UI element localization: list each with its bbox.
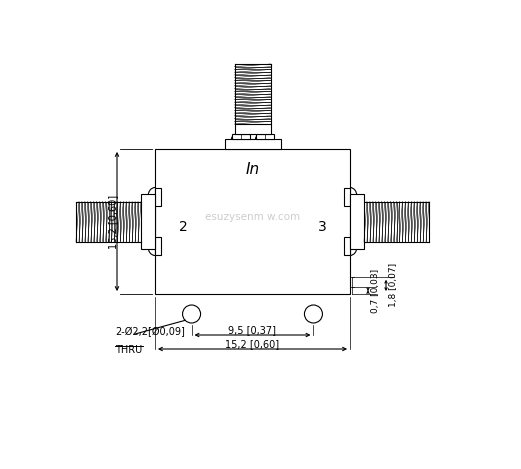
Text: 2: 2 [179, 219, 188, 234]
Bar [231, 134, 250, 139]
Bar [350, 194, 364, 249]
Bar [155, 188, 161, 205]
Bar [141, 194, 155, 249]
Text: 15,2 [0,60]: 15,2 [0,60] [226, 339, 280, 349]
Bar [155, 237, 161, 256]
Text: In: In [245, 161, 259, 176]
Text: 2-Ø2,2[Ø0,09]: 2-Ø2,2[Ø0,09] [115, 327, 185, 337]
Text: esuzysenm w.com: esuzysenm w.com [205, 212, 300, 221]
Text: 1,8 [0,07]: 1,8 [0,07] [389, 264, 398, 308]
Text: 15,2 [0,60]: 15,2 [0,60] [108, 195, 118, 249]
Bar [225, 139, 280, 149]
Bar [155, 149, 350, 294]
Bar [344, 237, 350, 256]
Text: 3: 3 [318, 219, 326, 234]
Text: 9,5 [0,37]: 9,5 [0,37] [229, 325, 277, 335]
Bar [344, 188, 350, 205]
Bar [234, 124, 270, 134]
Text: 0,7 [0,03]: 0,7 [0,03] [371, 269, 380, 313]
Text: THRU: THRU [115, 345, 142, 355]
Bar [255, 134, 274, 139]
